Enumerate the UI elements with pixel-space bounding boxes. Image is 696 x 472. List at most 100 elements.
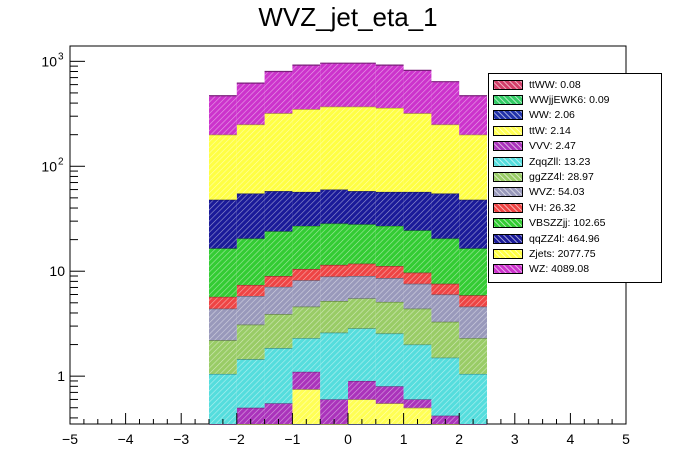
bar-ggzz4l-bin-1 [236,323,265,360]
legend-entry: WW: 2.06 [493,108,661,123]
bar-zjets-bin-5 [348,106,376,192]
legend-label: qqZZ4l: 464.96 [529,232,600,245]
bar-zqqzll-bin-1 [236,358,265,408]
bar-wvz-bin-3 [292,279,321,307]
bar-vvv-bin-4 [320,398,348,424]
bar-wvz-bin-5 [348,275,376,299]
bar-wz-bin-3 [292,64,321,110]
bar-ggzz4l-bin-0 [209,339,237,374]
bar-vbszzjj-bin-4 [320,222,348,265]
bar-wvz-bin-7 [403,283,432,309]
bar-vbszzjj-bin-8 [431,237,460,284]
bar-vbszzjj-bin-9 [459,247,487,296]
bar-vh-bin-6 [375,265,404,279]
legend-label: WW: 2.06 [529,109,575,122]
bar-wz-bin-1 [236,82,265,125]
bar-ggzz4l-bin-9 [459,337,487,374]
legend-swatch [493,248,523,259]
bar-vh-bin-1 [236,284,265,297]
bar-ttw-bin-6 [375,402,404,424]
bar-wz-bin-5 [348,62,376,107]
legend-entry: ggZZ4l: 28.97 [493,169,661,184]
legend-swatch [493,95,523,106]
legend: ttWW: 0.08 WWjjEWK6: 0.09 WW: 2.06 ttW: 2.1… [488,73,662,283]
y-tick-exponent: 2 [58,156,64,167]
bar-ttw-bin-5 [348,398,376,424]
legend-label: VH: 26.32 [529,201,576,214]
bar-zqqzll-bin-9 [459,373,487,424]
x-tick-label: 1 [400,431,408,447]
legend-swatch [493,172,523,183]
bar-zjets-bin-2 [264,112,293,192]
legend-entry: VBSZZjj: 102.65 [493,216,661,231]
bar-qqzz4l-bin-3 [292,191,321,226]
legend-label: ttWW: 0.08 [529,78,581,91]
bar-vbszzjj-bin-1 [236,237,265,285]
bar-wvz-bin-9 [459,306,487,339]
legend-swatch [493,187,523,198]
bar-ggzz4l-bin-6 [375,301,404,334]
bar-vh-bin-5 [348,263,376,277]
legend-entry: WZ: 4089.08 [493,262,661,277]
legend-swatch [493,264,523,275]
bar-wz-bin-0 [209,95,237,135]
x-tick-label: 3 [511,431,519,447]
x-tick-label: −1 [284,431,300,447]
bar-zjets-bin-9 [459,134,487,200]
bar-qqzz4l-bin-1 [236,192,265,239]
bar-wz-bin-6 [375,64,404,108]
bar-vh-bin-0 [209,296,237,309]
legend-label: ZqqZll: 13.23 [529,155,591,168]
bar-qqzz4l-bin-8 [431,192,460,239]
legend-label: Zjets: 2077.75 [529,247,596,260]
bar-zqqzll-bin-2 [264,347,293,404]
legend-swatch [493,202,523,213]
bar-vh-bin-7 [403,272,432,284]
bar-wvz-bin-8 [431,293,460,322]
bar-zqqzll-bin-6 [375,332,404,387]
bar-vvv-bin-3 [292,371,321,390]
bar-ttw-bin-3 [292,388,321,424]
bar-wvz-bin-0 [209,308,237,341]
bar-ttw-bin-7 [403,407,432,424]
bar-ggzz4l-bin-3 [292,306,321,339]
bar-vbszzjj-bin-0 [209,247,237,297]
bar-zqqzll-bin-8 [431,357,460,416]
bar-zqqzll-bin-4 [320,332,348,400]
bar-qqzz4l-bin-2 [264,190,293,232]
legend-swatch [493,141,523,152]
x-tick-label: 5 [622,431,630,447]
bar-qqzz4l-bin-6 [375,191,404,226]
y-tick-label: 10 [41,53,57,69]
legend-entry: WWjjEWK6: 0.09 [493,92,661,107]
bar-qqzz4l-bin-7 [403,191,432,231]
bar-wvz-bin-1 [236,295,265,325]
legend-entry: ZqqZll: 13.23 [493,154,661,169]
legend-label: ggZZ4l: 28.97 [529,171,594,184]
legend-swatch [493,110,523,121]
histogram-bars [209,62,487,425]
bar-wvz-bin-6 [375,277,404,302]
legend-swatch [493,79,523,90]
x-tick-label: −4 [118,431,134,447]
bar-ggzz4l-bin-4 [320,300,348,333]
bar-vbszzjj-bin-3 [292,225,321,269]
bar-wz-bin-2 [264,70,293,114]
bar-zjets-bin-7 [403,112,432,192]
bar-vbszzjj-bin-7 [403,229,432,273]
bar-wz-bin-4 [320,62,348,107]
bar-qqzz4l-bin-4 [320,188,348,224]
legend-entry: ttW: 2.14 [493,123,661,138]
bar-vh-bin-9 [459,294,487,307]
bar-vvv-bin-7 [403,398,432,408]
bar-qqzz4l-bin-5 [348,190,376,225]
bar-zjets-bin-6 [375,107,404,192]
y-tick-label: 10 [49,263,65,279]
bar-zjets-bin-0 [209,134,237,200]
bar-wz-bin-7 [403,69,432,114]
bar-ggzz4l-bin-8 [431,321,460,358]
bar-ggzz4l-bin-2 [264,313,293,349]
x-tick-label: 0 [344,431,352,447]
bar-zjets-bin-4 [320,106,348,190]
